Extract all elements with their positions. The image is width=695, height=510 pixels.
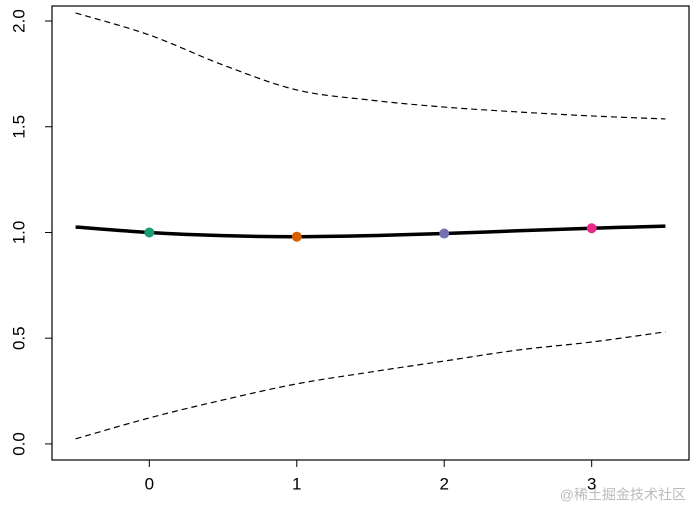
x-tick-label: 2 xyxy=(439,474,448,493)
y-tick-label: 0.5 xyxy=(9,326,28,350)
y-tick-label: 2.0 xyxy=(9,9,28,33)
confidence-line xyxy=(75,12,666,120)
point xyxy=(144,227,155,238)
y-tick-label: 1.5 xyxy=(9,115,28,139)
confidence-line xyxy=(75,331,666,440)
y-tick-label: 1.0 xyxy=(9,221,28,245)
point xyxy=(291,231,302,242)
plot-frame xyxy=(51,5,690,461)
fit-line xyxy=(75,224,666,239)
point xyxy=(439,228,450,239)
x-tick-label: 3 xyxy=(587,474,596,493)
x-tick-label: 1 xyxy=(292,474,301,493)
y-tick-label: 0.0 xyxy=(9,432,28,456)
watermark: @稀土掘金技术社区 xyxy=(560,487,686,503)
x-tick-label: 0 xyxy=(145,474,154,493)
point xyxy=(586,223,597,234)
